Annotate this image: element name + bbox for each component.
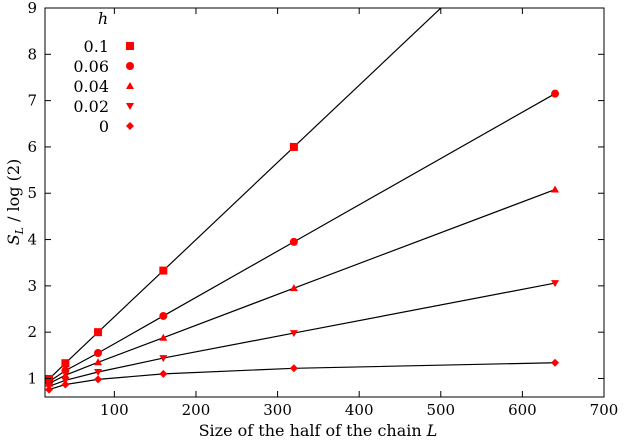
x-tick-label: 600	[508, 401, 537, 419]
x-tick-label: 700	[590, 401, 619, 419]
plot-frame	[44, 7, 605, 398]
series-line	[48, 188, 556, 385]
legend-marker	[126, 103, 134, 110]
x-axis-label: Size of the half of the chain L	[199, 421, 438, 440]
y-label-rest: / log (2)	[4, 159, 23, 227]
y-axis-label: SL / log (2)	[4, 159, 26, 246]
legend-marker	[126, 122, 134, 130]
series-line	[48, 93, 556, 383]
series-0	[45, 8, 442, 383]
y-tick-label: 5	[27, 184, 37, 202]
x-tick-label: 400	[345, 401, 374, 419]
data-point	[159, 355, 168, 363]
y-tick-label: 4	[27, 231, 37, 249]
series-layer	[45, 8, 560, 394]
data-point	[94, 328, 103, 337]
data-point	[61, 380, 70, 389]
data-point	[94, 349, 103, 358]
data-point	[289, 142, 298, 151]
y-tick-label: 8	[27, 45, 37, 63]
legend-label: 0	[99, 117, 109, 136]
y-tick-label: 7	[27, 92, 37, 110]
series-1	[45, 89, 560, 386]
data-point	[551, 358, 560, 367]
data-point	[289, 364, 298, 373]
data-point	[289, 237, 298, 246]
data-point	[94, 375, 103, 384]
x-tick-label: 300	[263, 401, 292, 419]
data-point	[159, 369, 168, 378]
data-point	[289, 330, 298, 338]
x-axis-label-var: L	[426, 421, 438, 440]
legend-marker	[126, 82, 134, 89]
data-point	[61, 359, 70, 368]
legend-label: 0.06	[73, 57, 109, 76]
x-axis-label-text: Size of the half of the chain	[199, 421, 422, 440]
legend-title: h	[98, 9, 108, 28]
data-point	[159, 266, 168, 275]
data-point	[94, 358, 103, 366]
series-2	[45, 185, 560, 387]
y-label-s: S	[4, 234, 23, 245]
series-line	[48, 8, 442, 380]
x-tick-label: 500	[426, 401, 455, 419]
data-point	[551, 89, 560, 98]
data-point	[94, 368, 103, 376]
data-point	[551, 280, 560, 288]
legend: h 0.10.060.040.020	[73, 9, 134, 136]
data-point	[61, 371, 70, 379]
data-point	[289, 284, 298, 292]
y-tick-label: 9	[27, 0, 37, 17]
x-tick-label: 200	[182, 401, 211, 419]
ticks-layer: 100 200 300 400 500 600 700 1 2 3 4 5 6 7 8 9	[27, 0, 618, 419]
legend-label: 0.04	[73, 77, 109, 96]
x-tick-label: 100	[100, 401, 129, 419]
data-point	[45, 385, 54, 394]
y-label-sub: L	[13, 227, 26, 235]
series-4	[45, 358, 560, 394]
series-3	[45, 280, 560, 391]
series-line	[48, 282, 556, 387]
legend-label: 0.1	[84, 37, 109, 56]
legend-marker	[126, 42, 134, 50]
legend-marker	[126, 62, 134, 70]
legend-label: 0.02	[73, 97, 109, 116]
data-point	[551, 185, 560, 193]
y-tick-label: 1	[27, 369, 37, 387]
data-point	[61, 366, 70, 375]
data-point	[159, 333, 168, 341]
y-tick-label: 6	[27, 138, 37, 156]
y-tick-label: 2	[27, 323, 37, 341]
data-point	[159, 311, 168, 320]
y-tick-label: 3	[27, 277, 37, 295]
